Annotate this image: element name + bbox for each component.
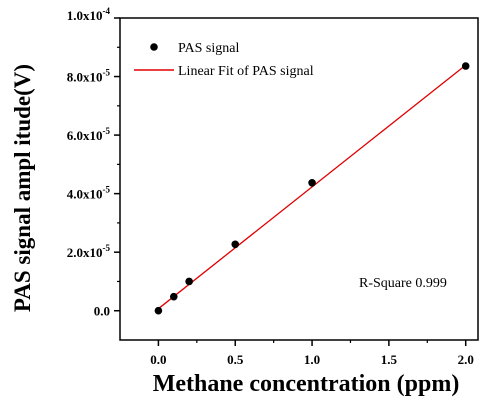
data-point [169,292,178,301]
x-tick-label: 0.5 [227,352,244,367]
data-point [461,62,470,70]
y-tick-label: 4.0x10-5 [67,185,111,202]
y-tick-exponent: -5 [103,243,111,253]
legend-label: PAS signal [178,41,239,56]
data-point [154,306,163,315]
y-tick-label: 0.0 [94,304,110,319]
legend-label: Linear Fit of PAS signal [178,64,314,79]
x-tick-label: 1.5 [381,352,398,367]
y-tick-mantissa: 2.0x10 [67,245,103,260]
y-tick-mantissa: 1.0x10 [67,8,103,23]
y-tick-mantissa: 4.0x10 [67,187,103,202]
x-tick-label: 2.0 [458,352,474,367]
y-tick-label: 8.0x10-5 [67,68,111,85]
y-tick-label: 6.0x10-5 [67,126,111,143]
y-axis-title: PAS signal ampl itude(V) [10,64,35,312]
y-tick-exponent: -5 [103,185,111,195]
data-point [308,179,316,187]
x-axis-title: Methane concentration (ppm) [153,371,460,397]
x-tick-label: 1.0 [304,352,320,367]
y-tick-mantissa: 0.0 [94,304,110,319]
fit-line [158,64,467,310]
y-tick-exponent: -4 [103,6,111,16]
y-tick-mantissa: 8.0x10 [67,70,103,85]
y-tick-exponent: -5 [103,126,111,136]
data-point [231,240,240,249]
data-point [185,277,193,286]
y-tick-label: 2.0x10-5 [67,243,111,260]
r-square-annotation: R-Square 0.999 [359,276,447,291]
y-tick-mantissa: 6.0x10 [67,128,103,143]
x-tick-label: 0.0 [150,352,166,367]
legend-marker-pas-signal [150,43,158,51]
plot-frame [119,17,479,341]
y-tick-exponent: -5 [103,68,111,78]
y-tick-label: 1.0x10-4 [67,6,111,23]
